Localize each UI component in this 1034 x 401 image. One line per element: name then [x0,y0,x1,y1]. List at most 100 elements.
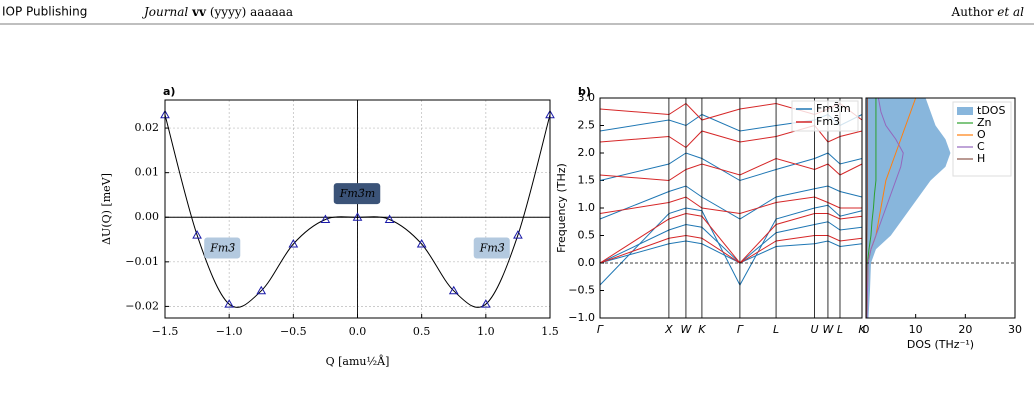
marker [513,230,523,239]
y-tick-label: 0.5 [578,229,596,242]
y-tick-label: −0.02 [125,299,159,312]
x-tick-label: L [837,323,843,336]
band [599,185,863,220]
annotation-text: Fm3̄ [479,241,505,254]
y-axis-label: Frequency (THz) [555,163,568,253]
marker [352,212,363,221]
y-tick-label: 0.00 [135,210,160,223]
marker [320,214,331,223]
x-tick-label: U [811,323,819,336]
x-axis-label: DOS (THz⁻¹) [907,338,974,351]
y-tick-label: 2.0 [578,146,596,159]
legend-label: Zn [977,116,992,129]
legend-label: H [977,152,985,165]
legend-label: O [977,128,986,141]
dos-line [865,98,877,319]
y-tick-label: −0.01 [125,255,159,268]
journal: Journal [141,5,188,19]
y-tick-label: 1.5 [578,174,596,187]
x-tick-label: 10 [909,323,923,336]
y-tick-label: 0.02 [135,121,160,134]
marker [480,299,491,308]
journal-ref: Journal vv (yyyy) aaaaaa [141,5,293,19]
band [599,124,863,149]
legend-label: tDOS [977,104,1005,117]
x-tick-label: 0.5 [413,325,431,338]
marker [416,238,427,248]
annotation-box [204,237,241,259]
plot-frame [865,97,1016,319]
band [599,204,863,287]
author-line: Author et al [951,5,1025,19]
panel-label: b) [578,85,591,98]
marker [288,238,299,248]
legend-box [791,100,859,132]
y-tick-label: 3.0 [578,91,596,104]
marker [448,285,459,295]
plot-frame [164,99,551,319]
etal: et al [997,5,1024,19]
x-tick-label: Γ [737,323,744,336]
annotation-box [473,237,510,259]
x-tick-label: 20 [958,323,972,336]
x-tick-label: Γ [597,323,604,336]
publisher: IOP Publishing [2,5,87,19]
marker [384,214,395,223]
band [599,196,862,215]
x-tick-label: 0 [863,323,870,336]
band [599,152,863,182]
fit-curve [164,114,551,308]
y-tick-label: 1.0 [578,201,596,214]
x-tick-label: −1.5 [152,325,179,338]
annotation: Fm3̄ [473,237,510,259]
author: Author [951,5,994,19]
dos-line [865,98,868,319]
panel-label: a) [163,85,175,98]
x-tick-label: W [822,323,834,336]
legend-swatch [957,107,973,115]
marker [224,299,235,308]
y-tick-label: 2.5 [578,119,596,132]
x-tick-label: 1.5 [541,325,559,338]
y-tick-label: −1.0 [568,311,595,324]
x-tick-label: K [858,323,866,336]
y-tick-label: 0.0 [578,256,596,269]
marker [192,230,202,239]
annotation-box [333,183,381,205]
band [599,212,863,264]
x-tick-label: X [664,323,673,336]
x-tick-label: −0.5 [280,325,307,338]
x-tick-label: W [680,323,692,336]
x-tick-label: 1.0 [477,325,495,338]
x-axis-label: Q [amu½Å] [326,354,390,368]
annotation-text: Fm3̄ [209,241,235,254]
legend-label: C [977,140,985,153]
marker [256,285,267,295]
x-tick-label: 0.0 [349,325,367,338]
band [599,240,863,264]
legend-label: Fm3̄ [816,115,840,128]
dos-area [866,98,951,318]
annotation: Fm3̄m [333,183,381,205]
x-tick-label: L [773,323,779,336]
annotation-text: Fm3̄m [339,187,376,200]
y-tick-label: −0.5 [568,284,595,297]
band [599,157,863,182]
x-tick-label: −1.0 [216,325,243,338]
x-tick-label: 30 [1008,323,1022,336]
volume: vv [191,5,207,19]
plot-frame [599,97,863,319]
y-tick-label: 0.01 [135,166,160,179]
legend-label: Fm3̄m [816,102,851,115]
annotation: Fm3̄ [204,237,241,259]
issue: (yyyy) aaaaaa [210,5,293,19]
x-tick-label: K [698,323,706,336]
band [599,234,863,264]
dos-line [866,97,904,319]
band [599,221,863,264]
y-axis-label: ΔU(Q) [meV] [100,173,113,245]
